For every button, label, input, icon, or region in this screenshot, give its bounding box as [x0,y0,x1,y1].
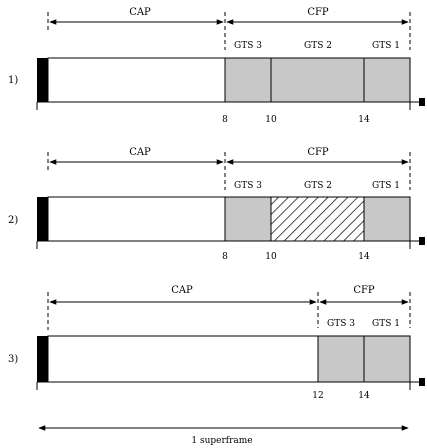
gts2-slot [270,57,365,103]
cap-label: CAP [129,147,151,158]
cap-label: CAP [171,285,193,296]
beacon-block [37,58,48,102]
tick-label-8: 8 [222,252,228,262]
gts3-label: GTS 3 [234,181,262,191]
cfp-label: CFP [353,285,375,296]
gts1-slot [363,196,411,242]
gts1-slot [363,335,411,383]
row-label: 3) [8,354,18,365]
cap-block [47,335,319,383]
cap-block [47,57,226,103]
beacon-block [37,336,48,382]
row-label: 1) [8,75,18,86]
axis-end-marker [419,378,425,386]
gts2-label: GTS 2 [304,41,332,51]
tick-label-12: 12 [312,391,323,401]
gts3-label: GTS 3 [234,41,262,51]
superframe-span: 1 superframe [38,425,409,446]
cap-block [47,196,226,242]
gts3-slot [224,57,272,103]
gts1-label: GTS 1 [372,41,400,51]
row-1: CAP CFP GTS 3 GTS 2 GTS 1 1) 8 10 14 [8,7,425,125]
beacon-block [37,197,48,241]
tick-label-14: 14 [358,115,370,125]
gts3-slot [224,196,272,242]
gts1-label: GTS 1 [372,319,400,329]
tick-label-14: 14 [358,391,370,401]
gts1-label: GTS 1 [372,181,400,191]
row-label: 2) [8,215,18,226]
gts2-slot-hatched [270,196,365,242]
cfp-label: CFP [307,7,329,18]
axis-end-marker [419,98,425,106]
row-2: CAP CFP GTS 3 GTS 2 GTS 1 2) 8 10 14 [8,147,425,262]
tick-label-10: 10 [265,252,277,262]
cap-label: CAP [129,7,151,18]
superframe-label: 1 superframe [191,436,252,446]
axis-end-marker [419,237,425,245]
gts3-label: GTS 3 [327,319,355,329]
gts2-label: GTS 2 [304,181,332,191]
gts3-slot [317,335,365,383]
tick-label-14: 14 [358,252,370,262]
tick-label-10: 10 [265,115,277,125]
gts1-slot [363,57,411,103]
row-3: CAP CFP GTS 3 GTS 1 3) 12 14 [8,285,425,401]
tick-label-8: 8 [222,115,228,125]
cfp-label: CFP [307,147,329,158]
